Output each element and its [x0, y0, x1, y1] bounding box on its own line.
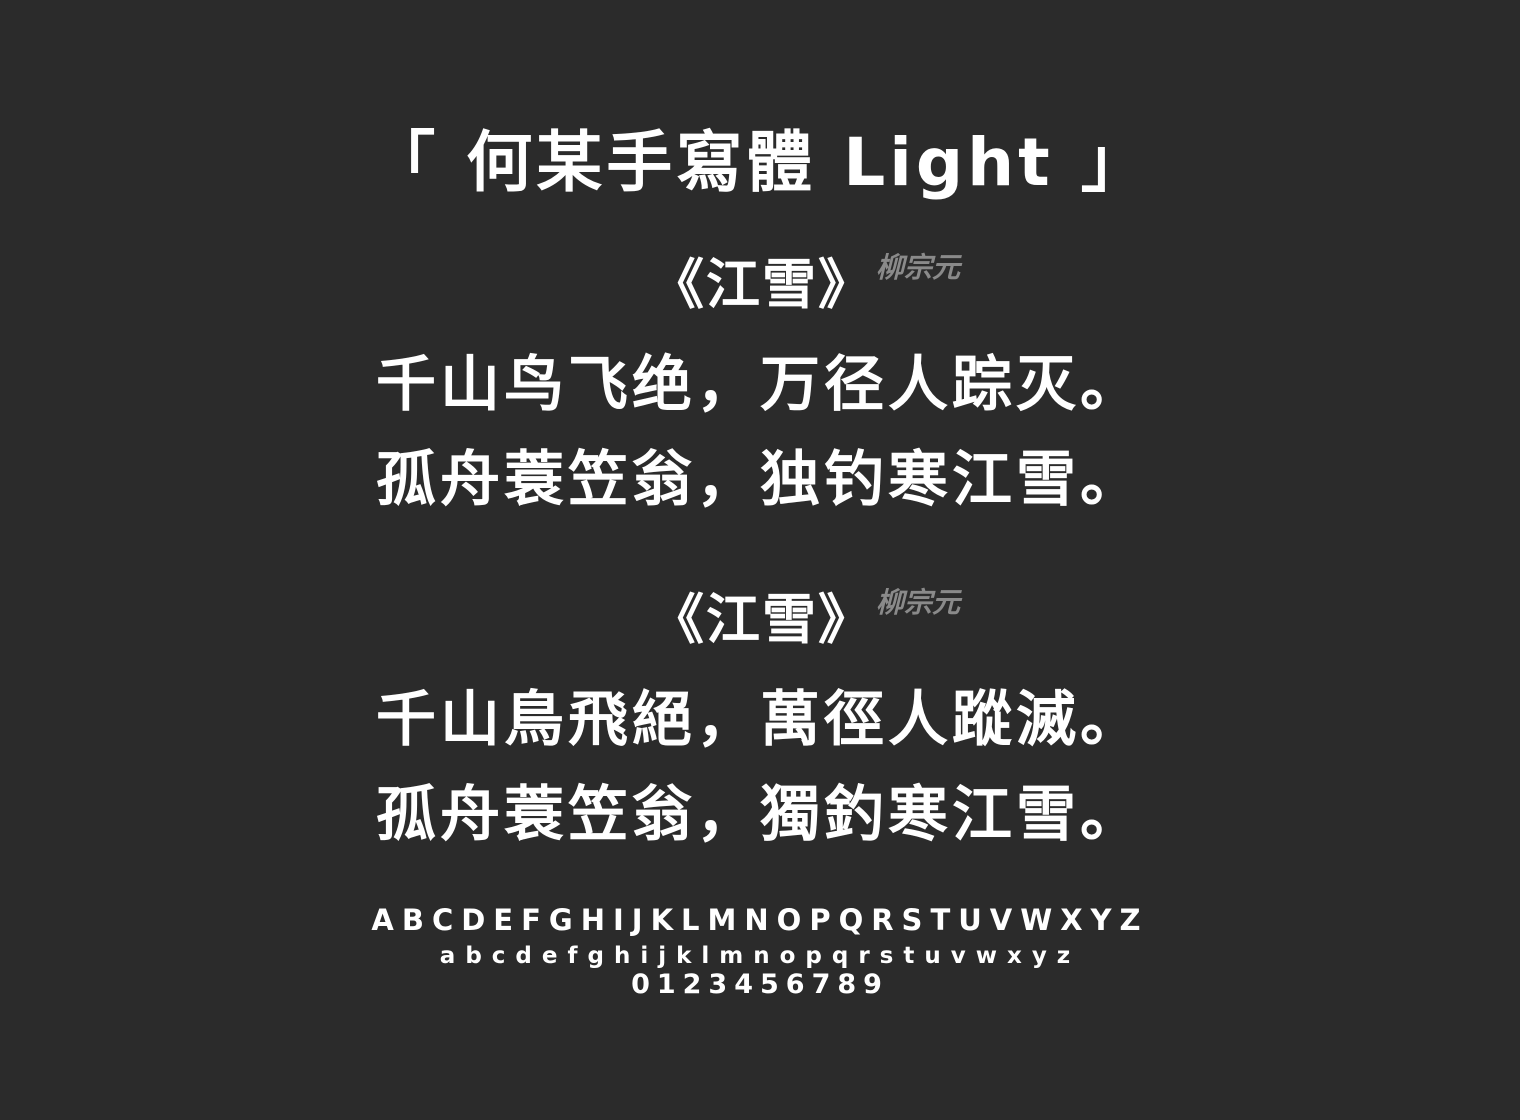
poem-heading-simplified: 《江雪》柳宗元 — [650, 250, 960, 320]
uppercase-alphabet: ABCDEFGHIJKLMNOPQRSTUVWXYZ — [371, 903, 1149, 937]
poem-author: 柳宗元 — [876, 251, 961, 284]
lowercase-alphabet: abcdefghijklmnopqrstuvwxyz — [439, 943, 1081, 969]
poem-title: 《江雪》 — [650, 253, 874, 316]
poem-line: 千山鳥飛絕，萬徑人蹤滅。 — [376, 685, 1144, 755]
digits-row: 0123456789 — [631, 969, 889, 1000]
poem-line: 孤舟蓑笠翁，独钓寒江雪。 — [376, 445, 1144, 515]
specimen-title: 「 何某手寫體 Light 」 — [369, 124, 1151, 201]
poem-heading-traditional: 《江雪》柳宗元 — [650, 585, 960, 655]
poem-line: 孤舟蓑笠翁，獨釣寒江雪。 — [376, 780, 1144, 850]
poem-line: 千山鸟飞绝，万径人踪灭。 — [376, 350, 1144, 420]
poem-author: 柳宗元 — [876, 586, 961, 619]
poem-title: 《江雪》 — [650, 588, 874, 651]
